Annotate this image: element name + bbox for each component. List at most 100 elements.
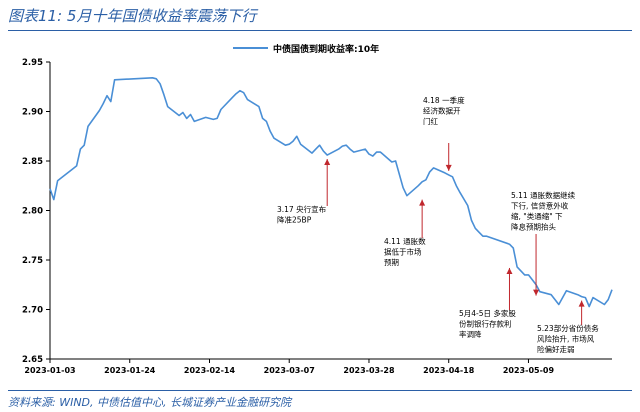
data-point bbox=[322, 150, 324, 152]
series-line-10y-yield bbox=[49, 76, 613, 308]
data-point bbox=[79, 148, 81, 150]
data-point bbox=[508, 243, 510, 245]
data-point bbox=[193, 120, 195, 122]
data-point bbox=[368, 153, 370, 155]
data-point bbox=[231, 96, 233, 98]
data-point bbox=[299, 143, 301, 145]
data-point bbox=[531, 279, 533, 281]
data-point bbox=[284, 144, 286, 146]
data-point bbox=[288, 143, 290, 145]
data-point bbox=[83, 144, 85, 146]
data-point bbox=[49, 188, 51, 190]
figure-title: 图表11: 5月十年国债收益率震荡下行 bbox=[8, 7, 257, 25]
data-point bbox=[524, 274, 526, 276]
annotation-text-line: 预期 bbox=[384, 257, 399, 267]
data-point bbox=[212, 118, 214, 120]
data-point bbox=[159, 83, 161, 85]
x-tick-label: 2023-03-07 bbox=[264, 366, 315, 375]
data-point bbox=[364, 148, 366, 150]
data-point bbox=[273, 137, 275, 139]
data-point bbox=[429, 171, 431, 173]
annotation-text-line: 率调降 bbox=[459, 329, 482, 339]
data-point bbox=[584, 296, 586, 298]
data-point bbox=[261, 117, 263, 119]
x-tick-label: 2023-02-14 bbox=[184, 366, 236, 375]
data-point bbox=[451, 176, 453, 178]
x-tick-label: 2023-04-18 bbox=[423, 366, 475, 375]
annotation-arrowhead bbox=[533, 289, 540, 296]
chart-series bbox=[49, 76, 613, 308]
annotation-text-line: 下行, 信贷意外收 bbox=[511, 201, 569, 211]
annotation-text-line: 5.23部分省份债务 bbox=[537, 323, 599, 333]
data-point bbox=[486, 235, 488, 237]
data-point bbox=[265, 120, 267, 122]
x-tick-label: 2023-03-28 bbox=[343, 366, 395, 375]
data-point bbox=[53, 198, 55, 200]
data-point bbox=[448, 174, 450, 176]
data-point bbox=[565, 290, 567, 292]
data-point bbox=[432, 167, 434, 169]
data-point bbox=[167, 105, 169, 107]
data-point bbox=[554, 298, 556, 300]
annotation-text-line: 3.17 央行宣布 bbox=[277, 204, 327, 214]
data-point bbox=[178, 114, 180, 116]
annotation-arrowhead bbox=[445, 164, 452, 171]
legend-label: 中债国债到期收益率:10年 bbox=[273, 43, 379, 55]
annotation-text-line: 降准25BP bbox=[277, 215, 312, 225]
data-point bbox=[337, 148, 339, 150]
y-tick-label: 2.75 bbox=[22, 256, 43, 266]
title-rule bbox=[8, 30, 632, 31]
data-point bbox=[372, 155, 374, 157]
data-point bbox=[87, 125, 89, 127]
data-point bbox=[406, 195, 408, 197]
annotation-text-line: 4.18 一季度 bbox=[423, 95, 465, 105]
data-point bbox=[561, 296, 563, 298]
annotation-text-line: 5月4-5日 多家股 bbox=[459, 308, 516, 318]
data-point bbox=[163, 94, 165, 96]
data-point bbox=[243, 92, 245, 94]
data-point bbox=[444, 172, 446, 174]
y-tick-label: 2.80 bbox=[22, 207, 43, 217]
data-point bbox=[75, 165, 77, 167]
data-point bbox=[235, 93, 237, 95]
data-point bbox=[151, 77, 153, 79]
source-note: 资料来源: WIND, 中债估值中心, 长城证券产业金融研究院 bbox=[8, 396, 292, 409]
data-point bbox=[349, 148, 351, 150]
annotation-text-line: 4.11 通胀数 bbox=[384, 236, 426, 246]
data-point bbox=[326, 154, 328, 156]
data-point bbox=[512, 247, 514, 249]
annotation-arrowhead bbox=[419, 199, 426, 206]
data-point bbox=[296, 135, 298, 137]
data-point bbox=[216, 117, 218, 119]
data-point bbox=[345, 144, 347, 146]
data-point bbox=[478, 231, 480, 233]
data-point bbox=[588, 305, 590, 307]
data-point bbox=[455, 185, 457, 187]
data-point bbox=[470, 219, 472, 221]
data-point bbox=[208, 117, 210, 119]
data-point bbox=[113, 79, 115, 81]
data-point bbox=[318, 144, 320, 146]
annotation-text-line: 据低于市场 bbox=[384, 247, 422, 257]
data-point bbox=[246, 98, 248, 100]
data-point bbox=[577, 294, 579, 296]
data-point bbox=[402, 187, 404, 189]
data-point bbox=[292, 140, 294, 142]
x-tick-label: 2023-05-09 bbox=[503, 366, 555, 375]
data-point bbox=[379, 151, 381, 153]
data-point bbox=[375, 151, 377, 153]
data-point bbox=[72, 168, 74, 170]
data-point bbox=[550, 294, 552, 296]
annotation-arrowhead bbox=[578, 300, 585, 307]
data-point bbox=[425, 179, 427, 181]
annotation-text-line: 份制银行存款利 bbox=[459, 319, 512, 329]
y-tick-label: 2.90 bbox=[22, 108, 43, 118]
data-point bbox=[106, 95, 108, 97]
annotation-text-line: 5.11 通胀数据继续 bbox=[511, 190, 576, 200]
data-point bbox=[353, 151, 355, 153]
